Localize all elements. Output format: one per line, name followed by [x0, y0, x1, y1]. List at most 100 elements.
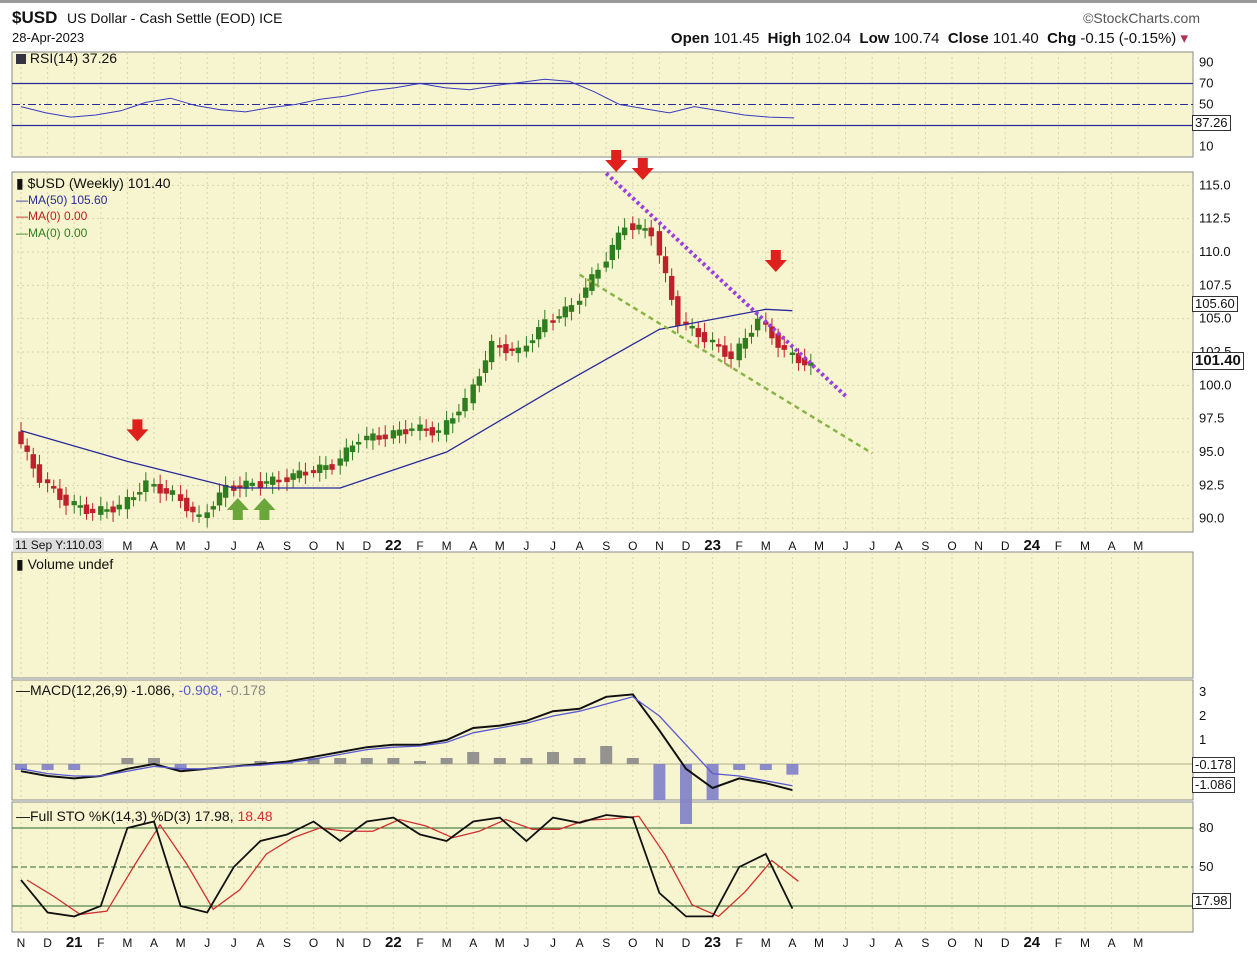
- price-xaxis-tick-label: F: [1055, 539, 1062, 553]
- rsi-legend: RSI(14) 37.26: [16, 50, 117, 66]
- candle-body: [795, 353, 802, 364]
- candle-body: [329, 464, 335, 470]
- bottom-xaxis-tick-label: F: [1055, 936, 1062, 950]
- macd-histogram-bar: [387, 758, 400, 764]
- candle-body: [515, 347, 521, 354]
- price-xaxis-tick-label: A: [469, 539, 477, 553]
- price-value-tag: 101.40: [1192, 352, 1244, 370]
- candle-body: [429, 427, 435, 436]
- macd-histogram-bar: [307, 758, 320, 764]
- candle-body: [476, 376, 483, 386]
- candle-body: [390, 430, 397, 439]
- bottom-xaxis-tick-label: J: [523, 936, 529, 950]
- ma50-legend: —MA(50) 105.60: [16, 193, 107, 207]
- price-xaxis-tick-label: 23: [704, 537, 721, 554]
- candle-body: [789, 352, 796, 356]
- candle-body: [190, 506, 196, 513]
- candle-body: [89, 508, 96, 514]
- price-xaxis-tick-label: M: [176, 539, 186, 553]
- candle-body: [263, 481, 270, 484]
- candle-body: [30, 454, 36, 469]
- bottom-xaxis-tick-label: A: [788, 936, 796, 950]
- bottom-xaxis-tick-label: F: [736, 936, 743, 950]
- candle-body: [210, 506, 217, 510]
- price-xaxis-tick-label: N: [974, 539, 983, 553]
- price-xaxis-tick-label: A: [788, 539, 796, 553]
- candle-body: [728, 351, 734, 360]
- price-ytick-label: 100.0: [1199, 377, 1232, 392]
- sto-legend-text: Full STO %K(14,3) %D(3) 17.98,: [30, 808, 234, 824]
- price-xaxis-tick-label: M: [495, 539, 505, 553]
- bottom-xaxis-tick-label: N: [17, 936, 26, 950]
- macd-histogram-bar: [759, 764, 772, 770]
- macd-ytick-label: 2: [1199, 708, 1206, 723]
- candle-body: [71, 501, 77, 506]
- candle-body: [269, 476, 276, 485]
- candle-body: [675, 296, 681, 326]
- red-down-arrow-icon: [126, 419, 149, 442]
- candle-body: [402, 429, 409, 435]
- rsi-ytick-label: 90: [1199, 55, 1213, 70]
- candle-body: [556, 316, 562, 319]
- price-xaxis-tick-label: S: [283, 539, 291, 553]
- close-label: Close: [947, 30, 989, 47]
- candle-body: [542, 319, 548, 333]
- ma50-line: [20, 308, 793, 489]
- candle-body: [529, 340, 536, 344]
- rsi-line: [20, 78, 795, 119]
- price-ytick-label: 115.0: [1199, 177, 1231, 192]
- ohlc-readout: Open 101.45 High 102.04 Low 100.74 Close…: [671, 29, 1188, 47]
- candle-body: [576, 300, 583, 305]
- macd-histogram-bar: [680, 764, 692, 824]
- price-xaxis-tick-label: F: [736, 539, 743, 553]
- candle-body: [435, 430, 442, 433]
- candle-body: [57, 488, 63, 500]
- price-xaxis-tick-label: A: [256, 539, 264, 553]
- candle-body: [18, 431, 24, 445]
- bottom-xaxis-tick-label: J: [843, 936, 849, 950]
- brand-label: ©StockCharts.com: [1083, 10, 1200, 26]
- price-xaxis-tick-label: O: [309, 539, 318, 553]
- candle-body: [648, 227, 654, 237]
- candle-body: [44, 479, 51, 484]
- price-xaxis-tick-label: S: [921, 539, 929, 553]
- candle-body: [488, 340, 495, 363]
- candle-body: [589, 274, 595, 291]
- candle-body: [376, 435, 382, 440]
- candle-body: [716, 344, 722, 347]
- bottom-xaxis-tick-label: M: [176, 936, 186, 950]
- candle-body: [284, 477, 290, 483]
- candle-body: [370, 433, 376, 441]
- ma0b-legend-text: MA(0) 0.00: [28, 226, 88, 240]
- ma0b-legend-line-icon: —: [16, 226, 28, 240]
- candle-body: [562, 306, 568, 318]
- candle-legend-icon: ▮: [16, 175, 24, 191]
- bottom-xaxis-tick-label: M: [761, 936, 771, 950]
- price-ytick-label: 97.5: [1199, 411, 1224, 426]
- price-ytick-label: 95.0: [1199, 444, 1224, 459]
- macd-histogram-bar: [15, 764, 27, 770]
- price-xaxis-tick-label: D: [682, 539, 691, 553]
- candle-body: [417, 424, 423, 431]
- price-xaxis-tick-label: A: [895, 539, 903, 553]
- bottom-xaxis-tick-label: D: [1001, 936, 1010, 950]
- price-ytick-label: 107.5: [1199, 277, 1232, 292]
- candle-body: [523, 345, 530, 352]
- sto-ytick-label: 80: [1199, 820, 1213, 835]
- open-label: Open: [670, 30, 710, 47]
- candle-body: [781, 345, 787, 350]
- lower-trendline: [578, 273, 873, 455]
- open-value: 101.45: [713, 30, 760, 47]
- macd-line: [20, 693, 793, 792]
- price-xaxis-tick-label: D: [1001, 539, 1010, 553]
- macd-histogram-bar: [573, 758, 586, 764]
- rsi-legend-icon: [16, 54, 26, 65]
- sto-value-tag: 17.98: [1192, 893, 1231, 909]
- candle-body: [216, 492, 223, 506]
- close-value: 101.40: [992, 30, 1039, 47]
- red-down-arrow-icon: [605, 150, 628, 172]
- bottom-xaxis-tick-label: M: [1080, 936, 1090, 950]
- candle-body: [609, 244, 616, 260]
- candle-body: [636, 224, 642, 230]
